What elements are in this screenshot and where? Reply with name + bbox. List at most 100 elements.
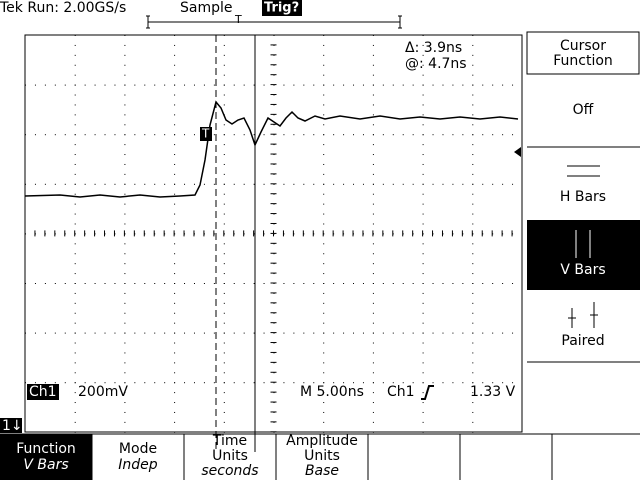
grid-dot	[432, 332, 434, 334]
button-label[interactable]: Amplitude	[286, 433, 358, 449]
grid-dot	[174, 84, 176, 86]
grid-dot	[174, 144, 176, 146]
grid-dot	[422, 302, 424, 304]
grid-dot	[223, 312, 225, 314]
grid-dot	[372, 302, 374, 304]
grid-dot	[223, 421, 225, 423]
grid-dot	[94, 183, 96, 185]
button-value[interactable]: Base	[305, 463, 339, 479]
menu-label[interactable]: Off	[573, 102, 594, 118]
grid-dot	[452, 382, 454, 384]
grid-dot	[472, 411, 474, 413]
grid-dot	[44, 84, 46, 86]
grid-dot	[422, 223, 424, 225]
selected-bg	[0, 434, 92, 480]
menu-label[interactable]: H Bars	[560, 189, 606, 205]
grid-dot	[472, 64, 474, 66]
grid-dot	[223, 183, 225, 185]
grid-dot	[174, 193, 176, 195]
grid-dot	[372, 352, 374, 354]
menu-item[interactable]: Off	[573, 102, 594, 118]
grid-dot	[472, 54, 474, 56]
grid-dot	[74, 431, 76, 433]
grid-dot	[124, 183, 126, 185]
grid-dot	[492, 183, 494, 185]
menu-item[interactable]: Paired	[561, 302, 605, 349]
grid-dot	[442, 183, 444, 185]
grid-dot	[94, 332, 96, 334]
button-value[interactable]: V Bars	[23, 457, 68, 473]
grid-dot	[422, 332, 424, 334]
grid-dot	[422, 352, 424, 354]
button-label[interactable]: Time	[212, 433, 247, 449]
grid-dot	[452, 283, 454, 284]
grid-dot	[283, 332, 285, 334]
grid-dot	[472, 44, 474, 46]
grid-dot	[124, 342, 126, 344]
grid-dot	[74, 183, 76, 185]
grid-dot	[94, 382, 96, 384]
grid-dot	[462, 134, 464, 136]
button-label[interactable]: Units	[304, 448, 340, 464]
button-label[interactable]: Mode	[119, 441, 157, 457]
grid-dot	[333, 332, 335, 334]
grid-dot	[124, 94, 126, 96]
grid-dot	[174, 94, 176, 96]
grid-dot	[372, 411, 374, 413]
grid-dot	[233, 332, 235, 334]
grid-dot	[253, 84, 255, 86]
grid-dot	[174, 382, 176, 384]
grid-dot	[343, 332, 345, 334]
grid-dot	[323, 124, 325, 126]
menu-item[interactable]: V Bars	[527, 220, 640, 290]
button-value[interactable]: Indep	[118, 457, 158, 473]
grid-dot	[323, 213, 325, 215]
menu-title: Cursor	[560, 38, 606, 54]
grid-dot	[422, 253, 424, 255]
grid-dot	[432, 183, 434, 185]
grid-dot	[193, 332, 195, 334]
grid-dot	[323, 94, 325, 96]
grid-dot	[492, 134, 494, 136]
grid-dot	[362, 332, 364, 334]
grid-dot	[502, 283, 504, 284]
grid-dot	[174, 213, 176, 215]
menu-label[interactable]: V Bars	[560, 262, 605, 278]
grid-dot	[74, 84, 76, 86]
grid-dot	[174, 352, 176, 354]
grid-dot	[422, 411, 424, 413]
menu-item[interactable]: H Bars	[560, 165, 606, 205]
grid-dot	[34, 134, 36, 136]
button-label[interactable]: Function	[16, 441, 76, 457]
grid-dot	[203, 84, 205, 86]
grid-dot	[382, 84, 384, 86]
grid-dot	[74, 362, 76, 364]
grid-dot	[362, 283, 364, 284]
button-label[interactable]: Units	[212, 448, 248, 464]
grid-dot	[174, 35, 176, 36]
grid-dot	[323, 302, 325, 304]
grid-dot	[134, 134, 136, 136]
grid-dot	[323, 134, 325, 136]
grid-dot	[422, 292, 424, 294]
grid-dot	[482, 183, 484, 185]
menu-label[interactable]: Paired	[561, 333, 604, 349]
grid-dot	[382, 382, 384, 384]
grid-dot	[382, 283, 384, 284]
grid-dot	[174, 54, 176, 56]
grid-dot	[144, 332, 146, 334]
grid-dot	[323, 263, 325, 265]
grid-dot	[432, 84, 434, 86]
grid-dot	[422, 54, 424, 56]
grid-dot	[472, 322, 474, 324]
grid-dot	[104, 382, 106, 384]
grid-dot	[343, 183, 345, 185]
grid-dot	[114, 382, 116, 384]
button-value[interactable]: seconds	[201, 463, 258, 479]
grid-dot	[84, 84, 86, 86]
grid-dot	[74, 402, 76, 404]
